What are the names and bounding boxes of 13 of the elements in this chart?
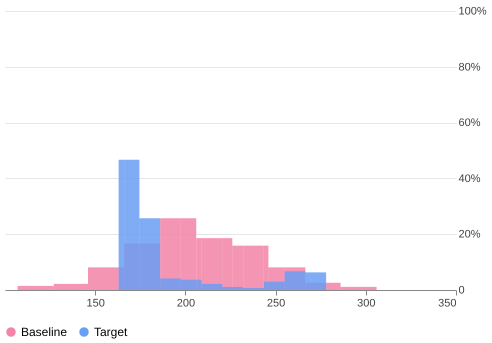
y-tick-label: 80%: [458, 61, 481, 74]
y-tick-label: 20%: [458, 228, 481, 241]
y-tick-label: 0: [458, 284, 465, 296]
x-tick-label: 200: [176, 298, 196, 310]
y-tick-label: 100%: [458, 6, 487, 18]
y-tick-label: 60%: [458, 117, 481, 130]
legend-label: Baseline: [21, 325, 68, 339]
x-tick-label: 250: [266, 298, 286, 310]
y-tick-label: 40%: [458, 172, 481, 185]
x-tick-label: 150: [86, 298, 105, 310]
legend-label: Target: [94, 325, 128, 339]
x-tick-label: 350: [438, 298, 456, 310]
x-tick-label: 300: [357, 298, 376, 310]
